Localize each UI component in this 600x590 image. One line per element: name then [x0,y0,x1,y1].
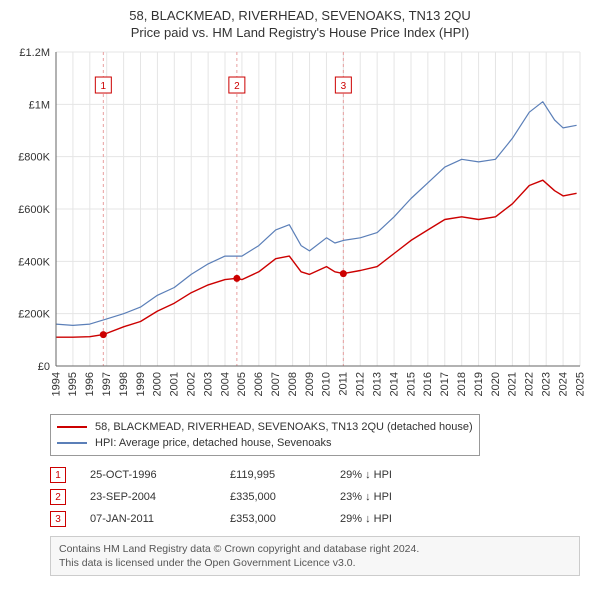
svg-text:2012: 2012 [355,372,367,396]
svg-text:2001: 2001 [169,372,181,396]
svg-text:1994: 1994 [50,372,62,396]
svg-text:3: 3 [341,81,347,92]
event-date: 07-JAN-2011 [90,513,230,525]
svg-text:2011: 2011 [338,372,350,396]
svg-text:2018: 2018 [456,372,468,396]
svg-text:£0: £0 [38,361,50,373]
svg-text:2023: 2023 [540,372,552,396]
event-hpi: 29% ↓ HPI [340,513,460,525]
svg-text:£600K: £600K [18,204,50,216]
events-table: 125-OCT-1996£119,99529% ↓ HPI223-SEP-200… [50,464,580,530]
attribution-footer: Contains HM Land Registry data © Crown c… [50,536,580,576]
chart-subtitle: Price paid vs. HM Land Registry's House … [10,25,590,40]
svg-text:1999: 1999 [135,372,147,396]
event-hpi: 29% ↓ HPI [340,469,460,481]
svg-text:2004: 2004 [219,372,231,396]
event-price: £353,000 [230,513,340,525]
svg-text:£800K: £800K [18,152,50,164]
svg-text:1996: 1996 [84,372,96,396]
svg-text:2024: 2024 [557,372,569,396]
event-marker-badge: 1 [50,467,66,483]
legend-swatch [57,426,87,428]
svg-text:£1M: £1M [29,99,50,111]
legend-item: 58, BLACKMEAD, RIVERHEAD, SEVENOAKS, TN1… [57,419,473,435]
svg-text:2019: 2019 [473,372,485,396]
svg-text:2002: 2002 [186,372,198,396]
event-price: £335,000 [230,491,340,503]
chart-area: £0 £200K £400K £600K £800K £1M £1.2M 1994 1995 19… [10,46,590,406]
svg-text:2: 2 [234,81,240,92]
svg-text:1: 1 [101,81,107,92]
line-chart: £0 £200K £400K £600K £800K £1M £1.2M 1994 1995 19… [10,46,590,406]
event-row: 3 07-JAN-2011£353,00029% ↓ HPI [50,508,580,530]
svg-text:2020: 2020 [490,372,502,396]
legend-label: HPI: Average price, detached house, Seve… [95,437,331,449]
event-marker-badge: 2 [50,489,66,505]
footer-line: Contains HM Land Registry data © Crown c… [59,542,571,556]
event-row: 1 25-OCT-1996£119,99529% ↓ HPI [50,464,580,486]
svg-text:2016: 2016 [422,372,434,396]
svg-text:2025: 2025 [574,372,586,396]
svg-text:2022: 2022 [524,372,536,396]
svg-text:2017: 2017 [439,372,451,396]
svg-text:2006: 2006 [253,372,265,396]
legend-item: HPI: Average price, detached house, Seve… [57,435,473,451]
legend-swatch [57,442,87,444]
svg-text:2015: 2015 [405,372,417,396]
svg-text:2008: 2008 [287,372,299,396]
svg-text:£200K: £200K [18,309,50,321]
event-price: £119,995 [230,469,340,481]
svg-text:2003: 2003 [202,372,214,396]
svg-text:2007: 2007 [270,372,282,396]
svg-text:2000: 2000 [152,372,164,396]
event-hpi: 23% ↓ HPI [340,491,460,503]
svg-text:1997: 1997 [101,372,113,396]
svg-text:2010: 2010 [321,372,333,396]
svg-text:2005: 2005 [236,372,248,396]
svg-text:2014: 2014 [388,372,400,396]
event-date: 23-SEP-2004 [90,491,230,503]
footer-line: This data is licensed under the Open Gov… [59,556,571,570]
svg-text:£400K: £400K [18,256,50,268]
event-marker-badge: 3 [50,511,66,527]
event-date: 25-OCT-1996 [90,469,230,481]
svg-text:1995: 1995 [67,372,79,396]
legend-label: 58, BLACKMEAD, RIVERHEAD, SEVENOAKS, TN1… [95,421,473,433]
event-row: 2 23-SEP-2004£335,00023% ↓ HPI [50,486,580,508]
svg-text:£1.2M: £1.2M [19,47,50,59]
svg-text:1998: 1998 [118,372,130,396]
svg-text:2009: 2009 [304,372,316,396]
legend: 58, BLACKMEAD, RIVERHEAD, SEVENOAKS, TN1… [50,414,480,456]
chart-title: 58, BLACKMEAD, RIVERHEAD, SEVENOAKS, TN1… [10,8,590,23]
svg-text:2021: 2021 [507,372,519,396]
svg-text:2013: 2013 [371,372,383,396]
